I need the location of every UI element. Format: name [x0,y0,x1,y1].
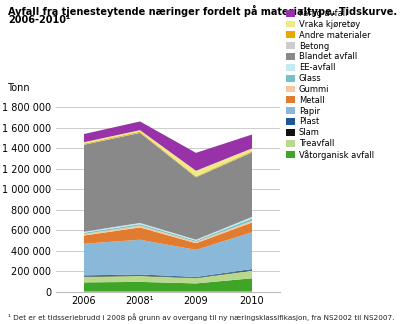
Text: Tonn: Tonn [7,83,29,93]
Text: Avfall fra tjenesteytende næringer fordelt på materialtype. Tidskurve.: Avfall fra tjenesteytende næringer forde… [8,5,397,17]
Legend: Farlig avfall, Vraka kjøretøy, Andre materialer, Betong, Blandet avfall, EE-avfa: Farlig avfall, Vraka kjøretøy, Andre mat… [286,9,374,160]
Text: 2006-2010¹: 2006-2010¹ [8,15,70,25]
Text: ¹ Det er et tidsseriebrudd i 2008 på grunn av overgang til ny næringsklassifikas: ¹ Det er et tidsseriebrudd i 2008 på gru… [8,313,394,321]
